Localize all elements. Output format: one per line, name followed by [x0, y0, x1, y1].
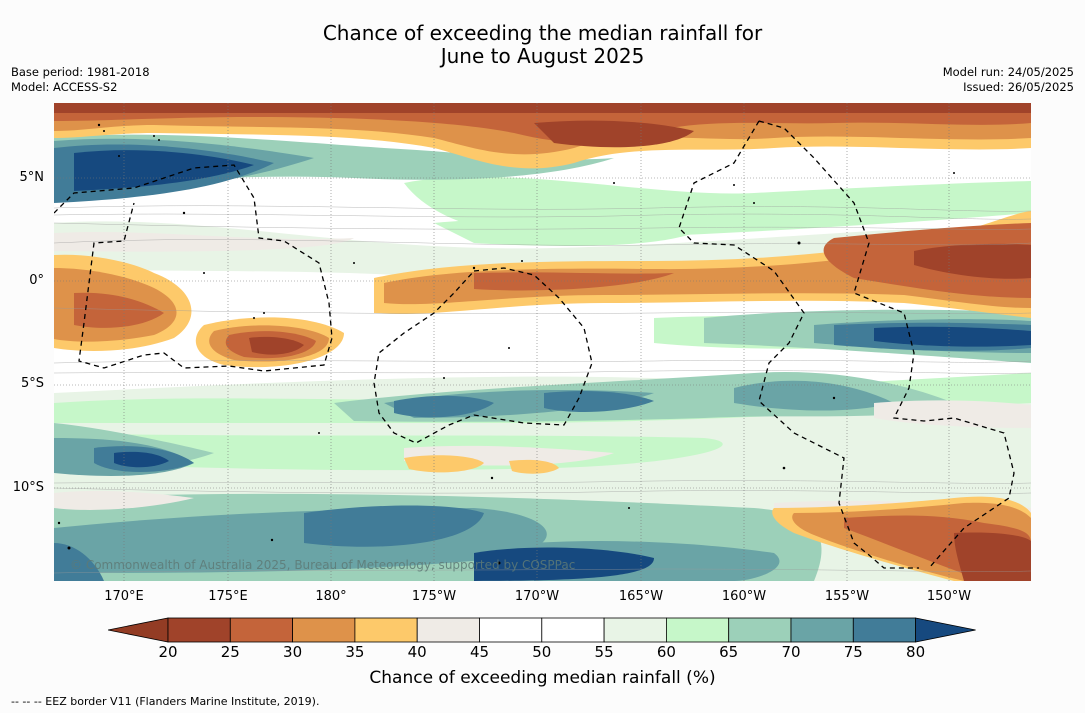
lon-label-170e: 170°E: [104, 589, 144, 604]
colorbar-tick-label: 40: [407, 643, 427, 661]
dark-blue-bands: [54, 144, 1031, 581]
model-run: Model run: 24/05/2025: [942, 65, 1074, 79]
colorbar-segment: [292, 617, 356, 643]
colorbar-segment: [167, 617, 231, 643]
lon-label-150w: 150°W: [926, 589, 972, 604]
map-title: Chance of exceeding the median rainfall …: [0, 22, 1085, 68]
colorbar: [108, 617, 976, 643]
contour-lines: [54, 205, 1031, 574]
lon-label-165w: 165°W: [618, 589, 664, 604]
lat-label-10s: 10°S: [12, 480, 44, 495]
colorbar-label: Chance of exceeding median rainfall (%): [369, 668, 716, 688]
colorbar-tick-label: 60: [656, 643, 676, 661]
eez-borders: [54, 120, 1015, 569]
colorbar-tick-label: 25: [220, 643, 240, 661]
issued-date: Issued: 26/05/2025: [963, 80, 1074, 94]
colorbar-segment: [728, 617, 792, 643]
colorbar-segment: [541, 617, 605, 643]
colorbar-segment: [479, 617, 543, 643]
colorbar-tick-label: 55: [594, 643, 614, 661]
colorbar-tick-label: 35: [345, 643, 365, 661]
colorbar-tick-label: 70: [781, 643, 801, 661]
model-name: Model: ACCESS-S2: [11, 80, 118, 94]
lat-label-0: 0°: [29, 273, 44, 288]
colorbar-segment: [416, 617, 480, 643]
map-svg: [54, 103, 1031, 581]
colorbar-tick-label: 30: [283, 643, 303, 661]
colorbar-high-extend: [915, 617, 976, 643]
colorbar-tick-label: 50: [532, 643, 552, 661]
colorbar-tick-label: 45: [469, 643, 490, 661]
copyright-notice: © Commonwealth of Australia 2025, Bureau…: [70, 558, 576, 572]
eez-legend: -- -- -- EEZ border V11 (Flanders Marine…: [11, 695, 320, 708]
lat-label-5s: 5°S: [20, 376, 44, 391]
lon-label-170w: 170°W: [514, 589, 560, 604]
colorbar-tick-label: 65: [719, 643, 739, 661]
gridlines: [54, 103, 1031, 581]
lat-label-5n: 5°N: [19, 170, 45, 185]
rainfall-map[interactable]: [54, 103, 1031, 581]
meta-left: Base period: 1981-2018 Model: ACCESS-S2: [11, 65, 150, 95]
islands: [57, 123, 955, 565]
colorbar-segment: [354, 617, 418, 643]
colorbar-segment: [229, 617, 294, 643]
meta-right: Model run: 24/05/2025 Issued: 26/05/2025: [943, 65, 1074, 95]
base-period: Base period: 1981-2018: [11, 65, 150, 79]
lon-label-160w: 160°W: [721, 589, 767, 604]
lon-label-180: 180°: [315, 589, 347, 604]
colorbar-segment: [790, 617, 854, 643]
colorbar-segment: [603, 617, 667, 643]
title-line-1: Chance of exceeding the median rainfall …: [322, 21, 763, 45]
colorbar-segment: [852, 617, 916, 643]
dry-bands: [54, 103, 1031, 581]
colorbar-segment: [666, 617, 730, 643]
lon-label-155w: 155°W: [824, 589, 870, 604]
lon-label-175e: 175°E: [208, 589, 248, 604]
colorbar-tick-label: 80: [906, 643, 926, 661]
colorbar-tick-label: 20: [158, 643, 178, 661]
title-line-2: June to August 2025: [440, 44, 645, 68]
colorbar-low-extend: [108, 617, 169, 643]
lon-label-175w: 175°W: [411, 589, 457, 604]
colorbar-tick-label: 75: [843, 643, 863, 661]
